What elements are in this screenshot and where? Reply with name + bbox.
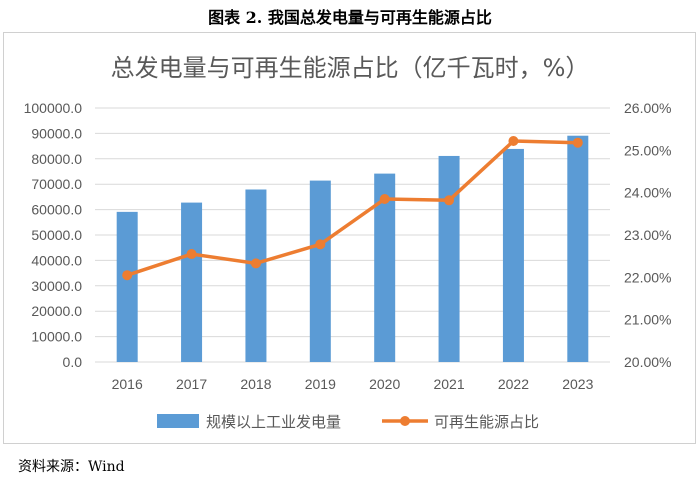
- y-left-tick-label: 40000.0: [31, 252, 82, 268]
- line-point: [250, 258, 261, 269]
- y-left-tick-label: 70000.0: [31, 176, 82, 192]
- line-series: [126, 139, 578, 277]
- bar: [438, 155, 460, 362]
- y-left-tick-label: 60000.0: [31, 202, 82, 218]
- line-point: [315, 239, 326, 250]
- bar: [502, 148, 524, 362]
- y-left-tick-label: 90000.0: [31, 125, 82, 141]
- x-tick-label: 2020: [369, 376, 400, 392]
- y-right-tick-label: 26.00%: [624, 100, 671, 116]
- line-point: [508, 136, 519, 147]
- x-tick-label: 2018: [240, 376, 271, 392]
- line-point: [186, 249, 197, 260]
- bar: [567, 135, 589, 362]
- bar: [245, 189, 267, 362]
- figure-title: 图表 2. 我国总发电量与可再生能源占比: [208, 8, 492, 27]
- y-right-tick-label: 25.00%: [624, 142, 671, 158]
- legend-label-line: 可再生能源占比: [434, 413, 539, 431]
- y-left-tick-label: 10000.0: [31, 329, 82, 345]
- source-note: 资料来源：Wind: [18, 459, 125, 475]
- y-left-tick-label: 30000.0: [31, 278, 82, 294]
- y-right-tick-label: 22.00%: [624, 269, 671, 285]
- x-tick-label: 2021: [433, 376, 464, 392]
- line-point: [122, 270, 133, 281]
- y-right-tick-label: 21.00%: [624, 312, 671, 328]
- legend-label-bar: 规模以上工业发电量: [206, 413, 341, 431]
- bar: [309, 180, 331, 362]
- legend-marker-line: [400, 416, 410, 426]
- y-left-tick-label: 100000.0: [24, 100, 83, 116]
- x-tick-label: 2023: [562, 376, 593, 392]
- y-left-tick-label: 50000.0: [31, 227, 82, 243]
- y-right-tick-label: 23.00%: [624, 227, 671, 243]
- bar: [116, 211, 138, 362]
- y-left-tick-label: 0.0: [63, 354, 83, 370]
- x-tick-label: 2019: [305, 376, 336, 392]
- line-point: [379, 194, 390, 205]
- bar: [181, 202, 203, 362]
- y-right-tick-label: 24.00%: [624, 185, 671, 201]
- chart-frame: [3, 32, 696, 444]
- y-right-tick-label: 20.00%: [624, 354, 671, 370]
- bar: [374, 173, 396, 362]
- y-left-tick-label: 20000.0: [31, 303, 82, 319]
- combo-chart: 总发电量与可再生能源占比（亿千瓦时，%） 0.0 10000.0 20000.0 300…: [24, 54, 672, 431]
- legend-swatch-bar: [157, 414, 199, 428]
- x-tick-label: 2016: [112, 376, 143, 392]
- x-tick-label: 2017: [176, 376, 207, 392]
- line-point: [572, 137, 583, 148]
- line-point: [444, 195, 455, 206]
- chart-title: 总发电量与可再生能源占比（亿千瓦时，%）: [111, 54, 590, 82]
- x-tick-label: 2022: [498, 376, 529, 392]
- y-left-tick-label: 80000.0: [31, 151, 82, 167]
